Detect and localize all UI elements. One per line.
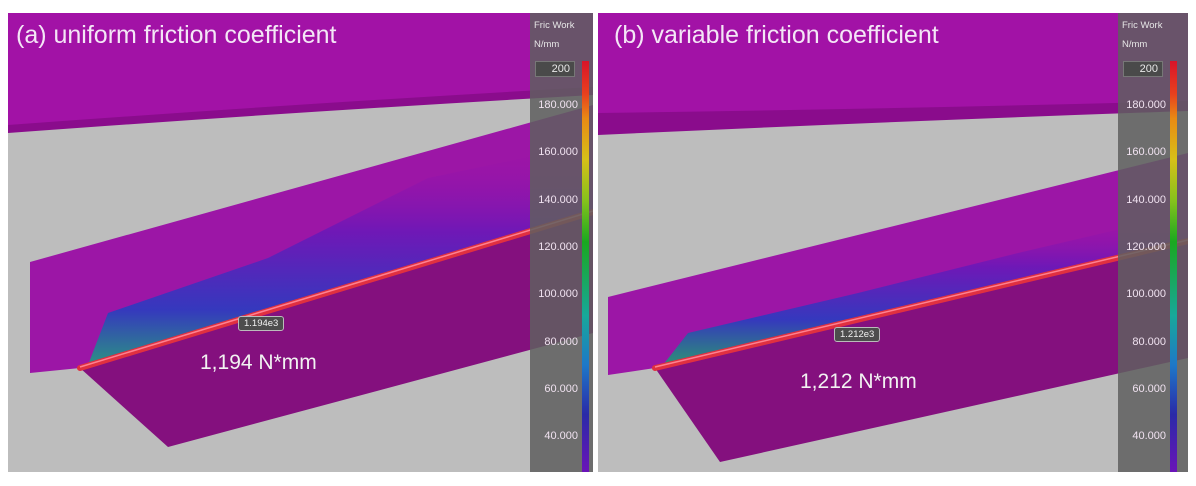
color-legend: Fric Work N/mm 200 180.000 160.000 140.000… [1118,13,1188,472]
legend-tick-label: 100.000 [1126,288,1166,301]
lower-plate [80,210,593,447]
colorbar [1170,61,1177,472]
legend-tick-label: 180.000 [538,99,578,111]
contact-bar [77,209,593,371]
legend-tick-label: 60.000 [544,382,578,395]
legend-tick-label: 100.000 [538,288,578,301]
color-legend: Fric Work N/mm 200 180.000 160.000 140.000… [530,13,593,472]
simulation-view [8,13,593,447]
lower-plate [655,240,1188,462]
top-ring-edge [8,87,593,133]
result-value: 1,194 N*mm [200,351,317,374]
simulation-view [598,13,1188,462]
legend-tick-label: 140.000 [1126,193,1166,206]
contact-bar [652,238,1188,371]
result-value: 1,212 N*mm [800,370,917,393]
legend-unit: N/mm [1122,39,1148,50]
legend-tick-label: 80.000 [1132,335,1166,348]
panel-title: (b) variable friction coefficient [614,21,939,49]
legend-unit: N/mm [534,39,560,50]
legend-title: Fric Work [534,20,575,31]
panel-uniform: (a) uniform friction coefficient 1.194e3… [8,13,593,472]
probe-label: 1.212e3 [834,327,881,342]
legend-tick-label: 40.000 [544,430,578,443]
top-ring [598,13,1188,118]
legend-tick-label: 160.000 [538,146,578,159]
legend-tick-label: 180.000 [1126,99,1166,111]
legend-tick-label: 60.000 [1132,382,1166,395]
legend-tick-label: 140.000 [538,193,578,206]
legend-tick-label: 80.000 [544,335,578,348]
legend-tick-label: 160.000 [1126,146,1166,159]
legend-max-input[interactable]: 200 [535,61,575,77]
panel-title: (a) uniform friction coefficient [16,21,337,49]
legend-tick-label: 120.000 [1126,240,1166,253]
legend-tick-label: 120.000 [538,240,578,253]
panel-variable: (b) variable friction coefficient 1.212e… [598,13,1188,472]
legend-tick-label: 40.000 [1132,430,1166,443]
friction-glow [663,213,1188,365]
probe-label: 1.194e3 [238,316,285,331]
legend-title: Fric Work [1122,20,1163,31]
legend-max-input[interactable]: 200 [1123,61,1163,77]
top-ring [8,13,593,131]
top-ring-edge [598,101,1188,135]
friction-glow [88,143,593,365]
colorbar [582,61,589,472]
